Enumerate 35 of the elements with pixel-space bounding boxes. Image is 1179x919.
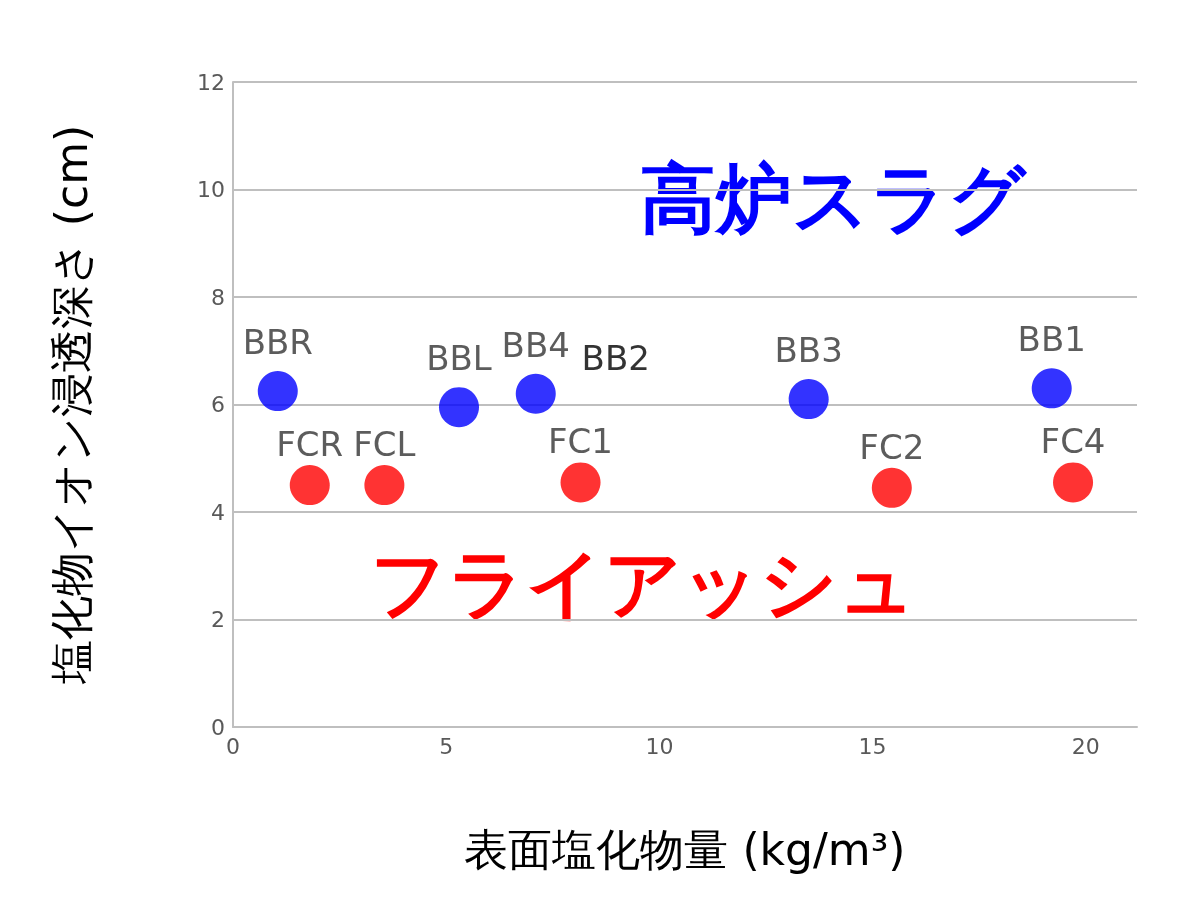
x-tick-label: 20: [1071, 733, 1100, 759]
y-tick-label: 6: [211, 392, 225, 417]
data-label: BBR: [242, 322, 313, 363]
y-tick-label: 2: [211, 607, 225, 632]
y-tick-label: 10: [197, 177, 225, 202]
annotation: BB2: [581, 337, 650, 378]
data-label: FC4: [1040, 421, 1106, 462]
data-label: FC1: [548, 421, 613, 462]
y-tick-label: 8: [211, 284, 225, 310]
x-tick-label: 5: [439, 733, 454, 759]
data-label: BBL: [426, 338, 492, 379]
y-tick-label: 12: [197, 69, 225, 95]
point: [257, 371, 298, 412]
x-axis-title: 表面塩化物量 (kg/m³): [464, 823, 906, 875]
point: [439, 387, 479, 428]
point: [560, 462, 601, 503]
data-label: BB4: [501, 324, 570, 365]
point: [364, 465, 405, 506]
point: [1053, 462, 1094, 503]
series-label: フライアッシュ: [370, 538, 916, 628]
point: [871, 467, 912, 508]
data-label: BB1: [1017, 319, 1086, 360]
y-axis-title: 塩化物イオン浸透深さ (cm): [45, 124, 97, 686]
data-label: BB3: [774, 330, 843, 371]
x-tick-label: 15: [858, 733, 887, 759]
point: [289, 465, 330, 506]
data-label: FCL: [353, 424, 416, 465]
data-label: FC2: [859, 426, 925, 467]
y-tick-label: 0: [211, 714, 225, 740]
data-label: FCR: [276, 424, 344, 465]
point: [1031, 368, 1072, 409]
point: [515, 373, 556, 414]
point: [788, 379, 829, 420]
x-tick-label: 10: [645, 733, 674, 759]
y-tick-label: 4: [211, 499, 225, 525]
